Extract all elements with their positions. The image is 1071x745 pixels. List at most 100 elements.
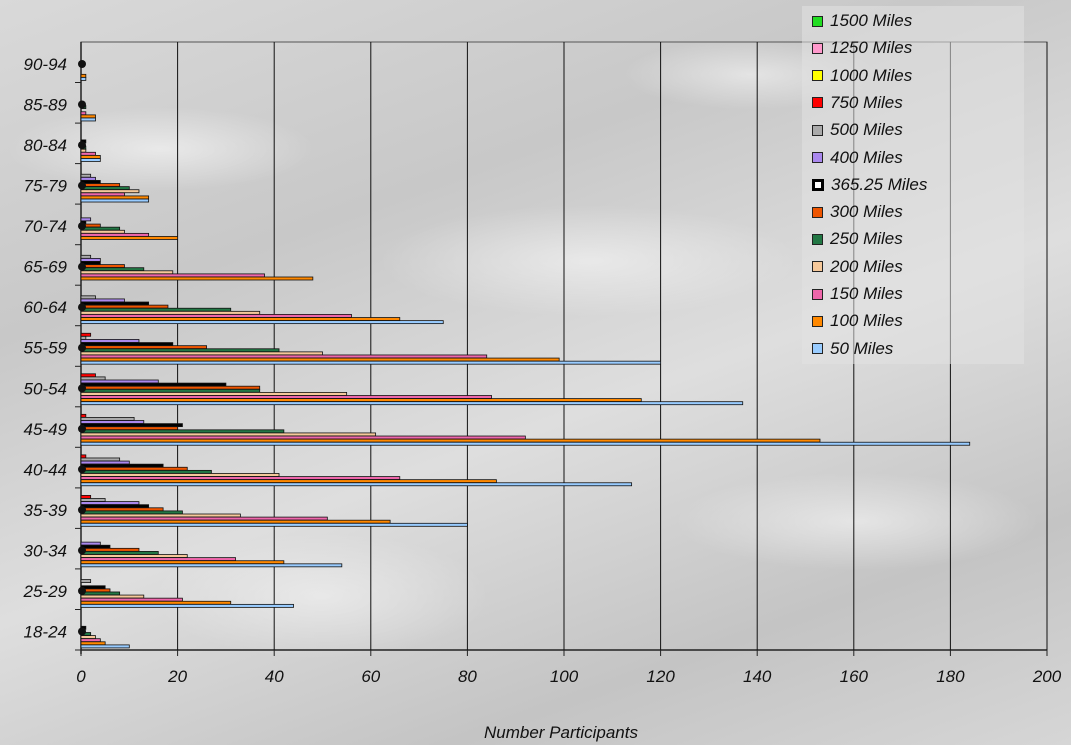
bar	[80, 544, 111, 549]
legend-label: 250 Miles	[830, 229, 903, 249]
bar	[80, 257, 101, 262]
x-tick-label: 20	[167, 667, 187, 686]
legend-swatch	[812, 124, 823, 136]
legend-swatch	[812, 178, 824, 191]
bar	[80, 413, 87, 418]
bar	[80, 438, 821, 443]
y-tick-label: 25-29	[23, 582, 68, 601]
bar	[80, 320, 444, 325]
legend-label: 1500 Miles	[830, 11, 913, 30]
y-tick-label: 90-94	[24, 55, 67, 74]
bar	[80, 111, 87, 116]
legend-label: 500 Miles	[830, 120, 903, 140]
bar	[80, 494, 92, 499]
bar	[80, 432, 377, 437]
bar	[80, 388, 261, 393]
bar	[80, 373, 96, 378]
x-tick-labels: 0 20 40 60 80 100 120 140 160 180 200	[76, 650, 1062, 686]
legend-swatch	[812, 97, 823, 109]
bar	[80, 298, 125, 303]
bar	[80, 579, 92, 583]
bar	[80, 192, 125, 197]
bar	[80, 441, 971, 446]
legend-item: 1000 Miles	[812, 63, 912, 89]
axis-dot	[78, 546, 86, 555]
bar	[80, 603, 294, 608]
bar	[80, 395, 492, 399]
legend-swatch	[812, 206, 823, 218]
legend: 1500 Miles 1250 Miles 1000 Miles 750 Miles 5…	[802, 6, 1024, 364]
bar	[80, 226, 121, 231]
axis-dot	[78, 262, 86, 271]
bar	[80, 463, 164, 468]
y-tick-label: 50-54	[24, 379, 67, 398]
bar	[80, 423, 183, 428]
bar	[80, 310, 261, 315]
legend-label: 400 Miles	[830, 147, 903, 167]
y-tick-label: 18-24	[24, 623, 67, 642]
bar	[80, 232, 150, 237]
legend-swatch	[812, 288, 823, 300]
bar	[80, 273, 265, 278]
bar	[80, 594, 145, 599]
legend-label: 150 Miles	[830, 284, 903, 303]
bar	[80, 476, 401, 480]
bar	[80, 507, 164, 512]
bar	[80, 457, 121, 462]
legend-item: 750 Miles	[812, 90, 903, 116]
bar	[80, 560, 285, 565]
bar	[80, 73, 87, 78]
x-tick-label: 80	[458, 667, 477, 686]
legend-swatch	[812, 343, 823, 355]
bar	[80, 77, 87, 81]
axis-dot	[78, 343, 86, 352]
axis-dot	[78, 60, 86, 68]
legend-label: 365.25 Miles	[831, 174, 928, 194]
bar	[80, 551, 159, 555]
bar	[80, 151, 96, 156]
x-tick-label: 180	[936, 667, 965, 686]
legend-item: 300 Miles	[812, 199, 903, 225]
x-tick-label: 60	[361, 667, 380, 686]
bar	[80, 635, 96, 639]
legend-item: 200 Miles	[812, 254, 903, 280]
bar	[80, 360, 661, 365]
bar	[80, 339, 140, 343]
bar	[80, 335, 87, 340]
legend-swatch	[812, 233, 823, 245]
x-tick-label: 160	[840, 667, 869, 686]
bar	[80, 426, 178, 431]
legend-label: 1250 Miles	[830, 38, 913, 58]
bar	[80, 267, 145, 272]
bar	[80, 600, 232, 605]
bar	[80, 357, 560, 362]
bar	[80, 173, 92, 178]
bar	[80, 236, 178, 240]
axis-dot	[78, 586, 86, 595]
bars-group	[80, 73, 971, 649]
bar	[80, 270, 174, 275]
y-tick-label: 55-59	[24, 339, 68, 358]
bar	[80, 276, 314, 281]
bar	[80, 376, 106, 381]
legend-item: 100 Miles	[812, 308, 903, 334]
bar	[80, 385, 261, 390]
bar	[80, 501, 140, 506]
legend-swatch	[812, 261, 823, 273]
y-tick-label: 80-84	[24, 136, 67, 155]
legend-swatch	[812, 70, 823, 82]
bar	[80, 473, 280, 477]
bar	[80, 154, 101, 159]
bar	[80, 264, 125, 269]
y-tick-label: 65-69	[24, 258, 68, 277]
bar	[80, 345, 207, 350]
bar	[80, 195, 150, 200]
legend-label: 750 Miles	[830, 92, 903, 112]
bar	[80, 301, 150, 306]
legend-label: 200 Miles	[830, 256, 903, 276]
axis-dot	[78, 100, 86, 109]
legend-item: 1250 Miles	[812, 35, 912, 61]
bar	[80, 391, 348, 396]
legend-swatch	[812, 15, 823, 27]
legend-label: 1000 Miles	[830, 65, 913, 85]
